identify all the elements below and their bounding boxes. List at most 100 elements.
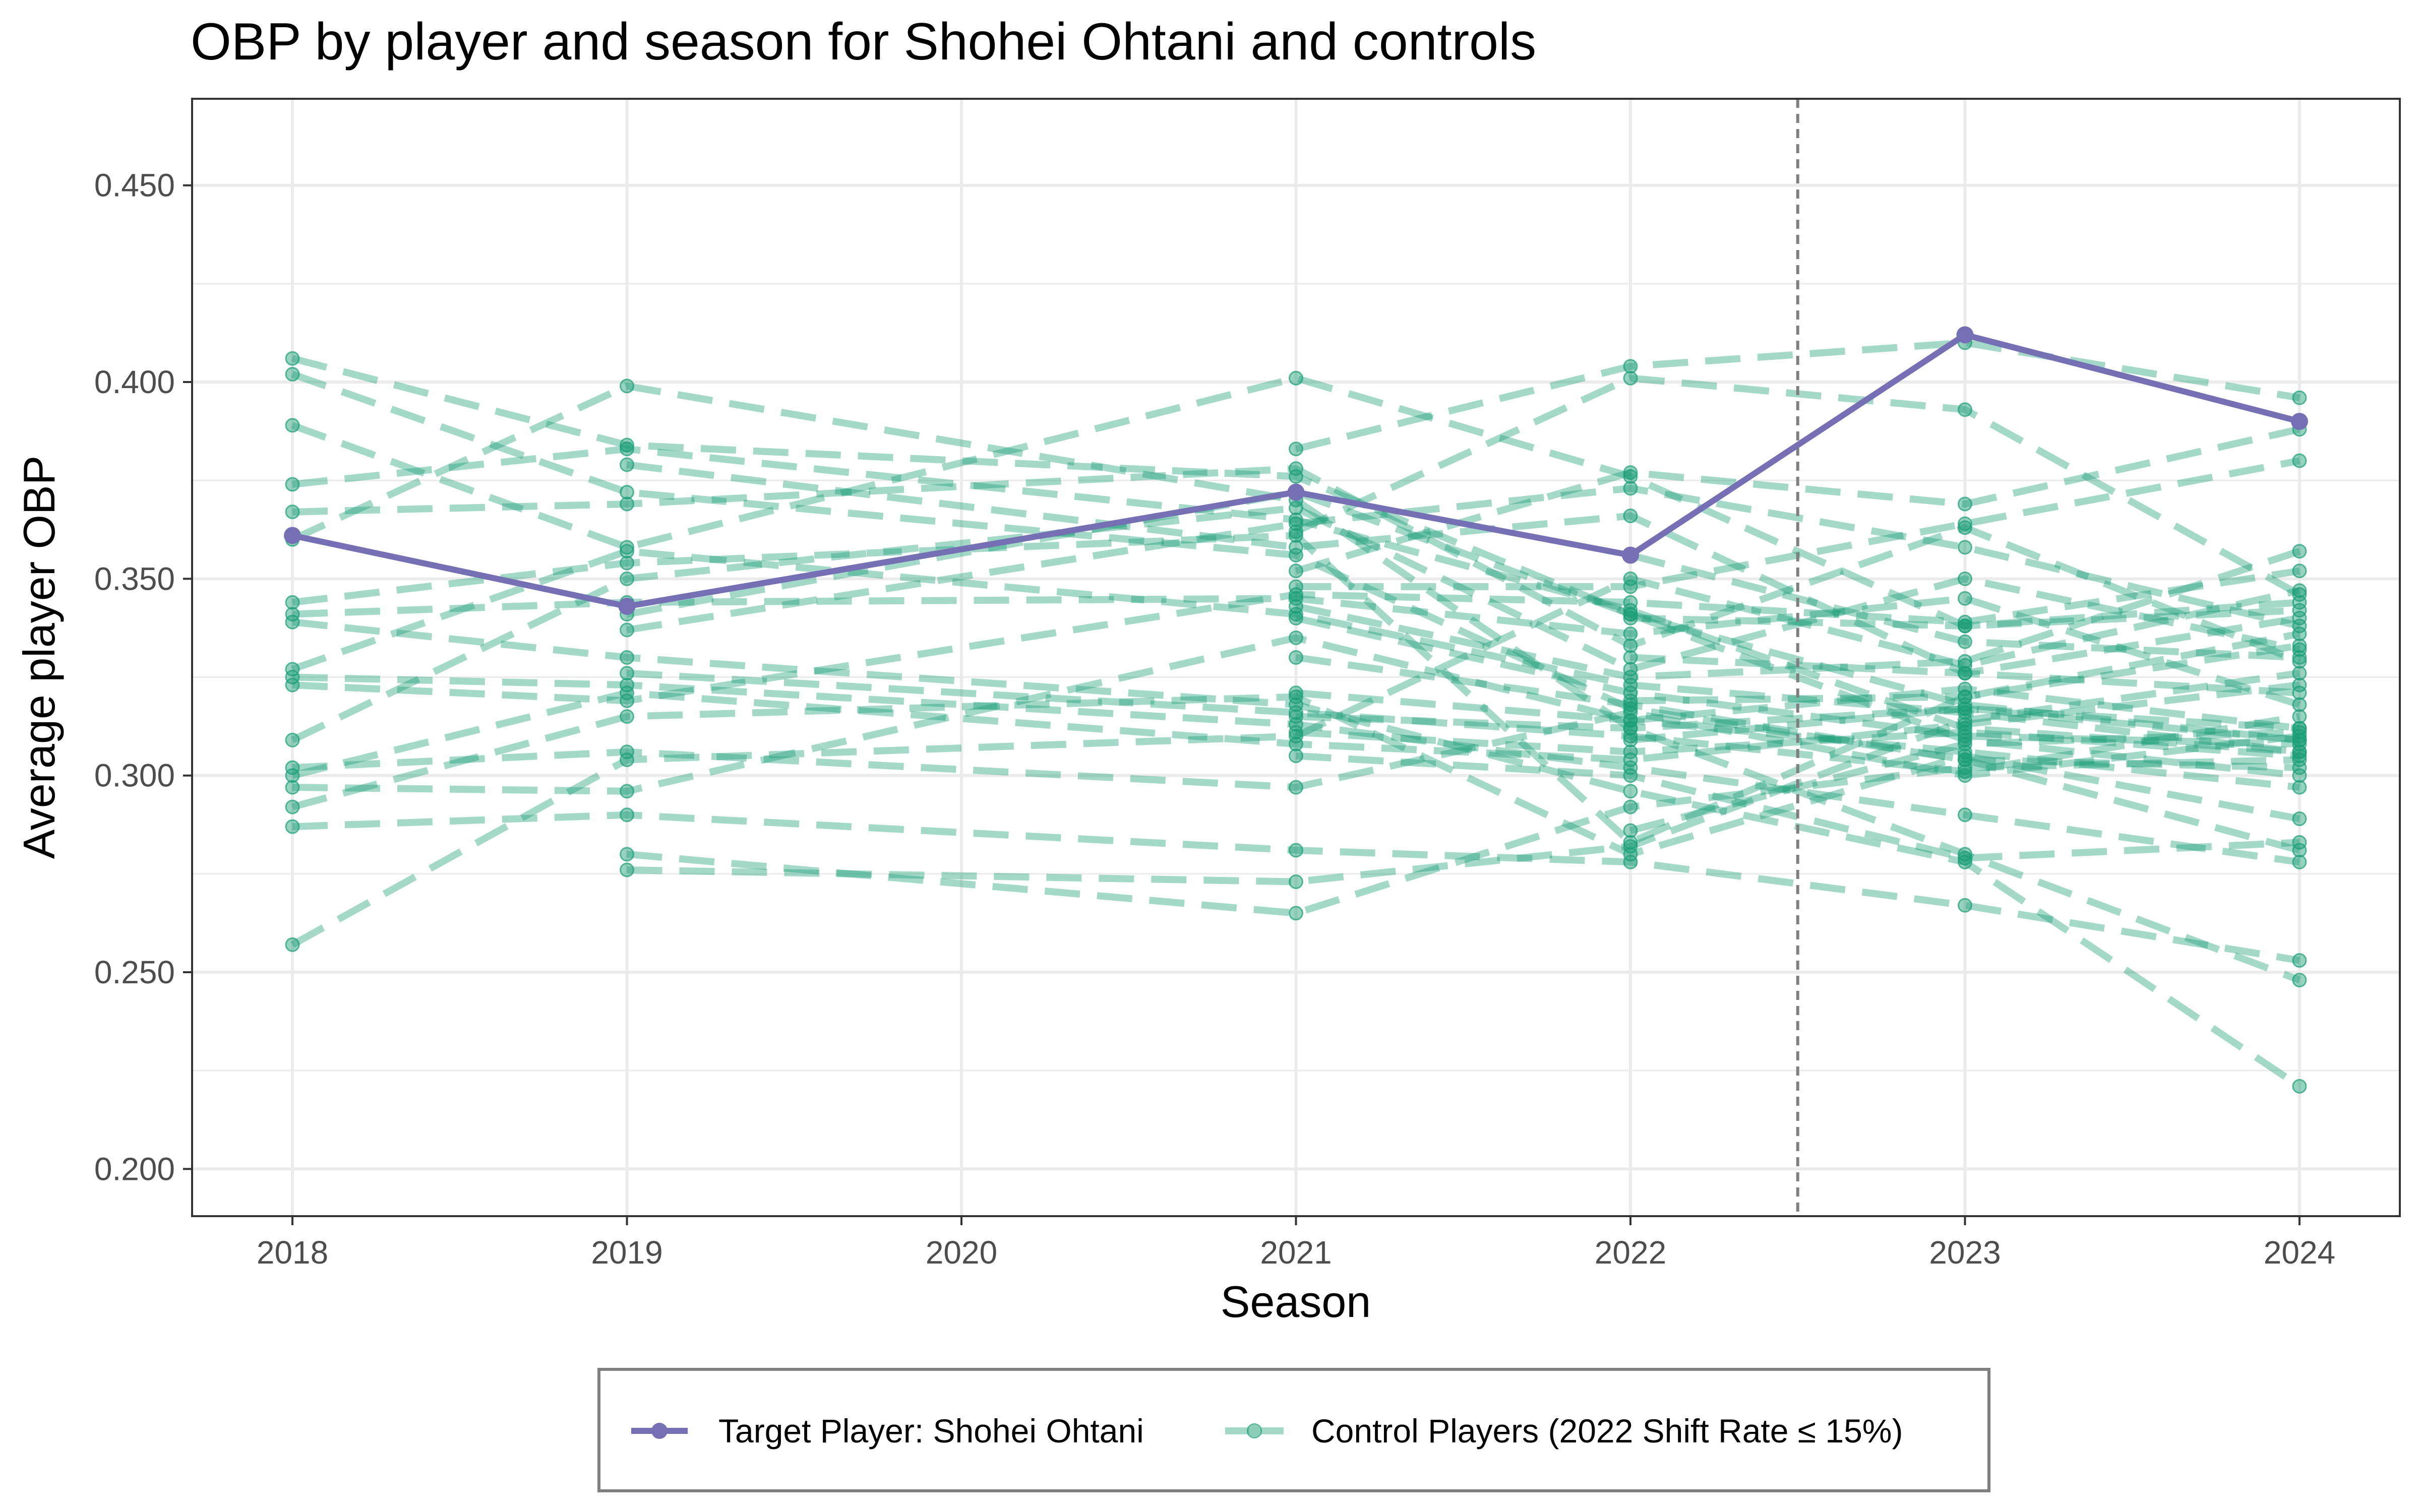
- control-player-point: [1623, 854, 1638, 869]
- legend-box: [597, 1368, 1990, 1492]
- control-player-point: [285, 732, 300, 747]
- control-player-line: [291, 382, 2301, 984]
- control-player-point: [2292, 563, 2307, 579]
- control-player-point: [620, 807, 635, 823]
- control-player-point: [1623, 670, 1638, 685]
- control-player-point: [1623, 465, 1638, 480]
- target-player-point: [1287, 483, 1305, 501]
- x-tick-label: 2021: [1260, 1234, 1332, 1271]
- control-player-point: [1289, 780, 1303, 795]
- control-player-point: [620, 847, 635, 862]
- legend-key-control-point: [1247, 1423, 1262, 1438]
- target-player-point: [2290, 413, 2308, 430]
- control-player-point: [2292, 752, 2307, 767]
- control-player-point: [1289, 630, 1303, 645]
- control-player-line: [1295, 654, 2300, 772]
- control-player-point: [620, 540, 635, 555]
- control-player-point: [1289, 591, 1303, 606]
- y-tick-label: 0.200: [94, 1151, 175, 1187]
- control-player-point: [1289, 607, 1303, 622]
- control-player-point: [620, 485, 635, 500]
- control-player-point: [1623, 481, 1638, 496]
- control-player-point: [1289, 516, 1303, 531]
- control-player-point: [1957, 898, 1972, 913]
- y-tick-label: 0.400: [94, 364, 175, 400]
- control-player-point: [1623, 713, 1638, 728]
- control-player-point: [1623, 359, 1638, 374]
- control-player-point: [1623, 732, 1638, 747]
- control-player-point: [1289, 685, 1303, 701]
- control-player-point: [285, 366, 300, 382]
- control-player-point: [620, 437, 635, 453]
- control-player-line: [291, 693, 2301, 858]
- control-player-line: [292, 673, 2300, 866]
- control-player-point: [1623, 729, 1638, 744]
- control-player-point: [1289, 697, 1303, 712]
- y-tick-label: 0.250: [94, 954, 175, 990]
- control-player-line: [291, 355, 2300, 744]
- control-player-line: [1630, 705, 2300, 744]
- control-player-point: [1623, 693, 1638, 708]
- control-player-point: [1957, 571, 1972, 586]
- control-player-point: [1957, 701, 1972, 716]
- control-player-point: [1957, 764, 1972, 779]
- control-player-point: [2292, 729, 2307, 744]
- x-tick-label: 2024: [2264, 1234, 2335, 1271]
- control-player-line: [290, 575, 2301, 948]
- control-player-point: [1289, 610, 1303, 625]
- control-player-point: [1289, 469, 1303, 484]
- control-player-point: [1289, 729, 1303, 744]
- control-player-point: [1623, 847, 1638, 862]
- control-player-point: [285, 670, 300, 685]
- control-player-point: [2292, 642, 2307, 657]
- control-player-point: [1957, 736, 1972, 751]
- control-player-line: [627, 669, 2300, 886]
- control-player-point: [1957, 681, 1972, 697]
- control-player-line: [1630, 654, 2300, 697]
- control-player-point: [1289, 370, 1303, 386]
- control-player-point: [1289, 579, 1303, 594]
- control-player-point: [1289, 442, 1303, 457]
- control-player-point: [1289, 548, 1303, 563]
- control-player-point: [1623, 721, 1638, 736]
- control-player-point: [2292, 650, 2307, 665]
- control-player-point: [620, 784, 635, 799]
- control-player-point: [2292, 587, 2307, 602]
- control-player-point: [285, 607, 300, 622]
- plot-series: [284, 99, 2308, 1216]
- control-player-point: [2292, 780, 2307, 795]
- control-player-point: [285, 662, 300, 677]
- control-player-point: [285, 351, 300, 366]
- control-player-point: [1957, 847, 1972, 862]
- control-player-point: [1623, 705, 1638, 720]
- legend-label-target: Target Player: Shohei Ohtani: [718, 1412, 1144, 1450]
- control-player-point: [1623, 638, 1638, 653]
- control-player-point: [1289, 650, 1303, 665]
- control-player-point: [2292, 638, 2307, 653]
- control-player-point: [620, 555, 635, 571]
- control-player-point: [1289, 524, 1303, 539]
- control-player-line: [292, 567, 2301, 705]
- control-player-point: [1289, 689, 1303, 705]
- control-player-point: [2292, 583, 2307, 598]
- control-player-point: [1957, 752, 1972, 767]
- control-player-point: [1957, 614, 1972, 629]
- control-player-point: [285, 780, 300, 795]
- control-player-point: [1957, 729, 1972, 744]
- control-player-line: [292, 634, 2300, 795]
- x-tick-label: 2022: [1595, 1234, 1666, 1271]
- control-player-point: [1289, 563, 1303, 579]
- control-player-point: [2292, 595, 2307, 610]
- control-player-point: [285, 418, 300, 433]
- control-player-point: [1623, 469, 1638, 484]
- control-player-point: [285, 505, 300, 520]
- control-player-point: [1957, 516, 1972, 531]
- x-axis-title: Season: [1221, 1277, 1371, 1327]
- control-player-point: [1957, 520, 1972, 535]
- control-player-point: [285, 614, 300, 629]
- control-player-line: [292, 465, 2301, 665]
- control-player-point: [1957, 760, 1972, 775]
- y-tick-label: 0.450: [94, 167, 175, 204]
- control-player-point: [2292, 748, 2307, 764]
- control-player-line: [292, 709, 2300, 791]
